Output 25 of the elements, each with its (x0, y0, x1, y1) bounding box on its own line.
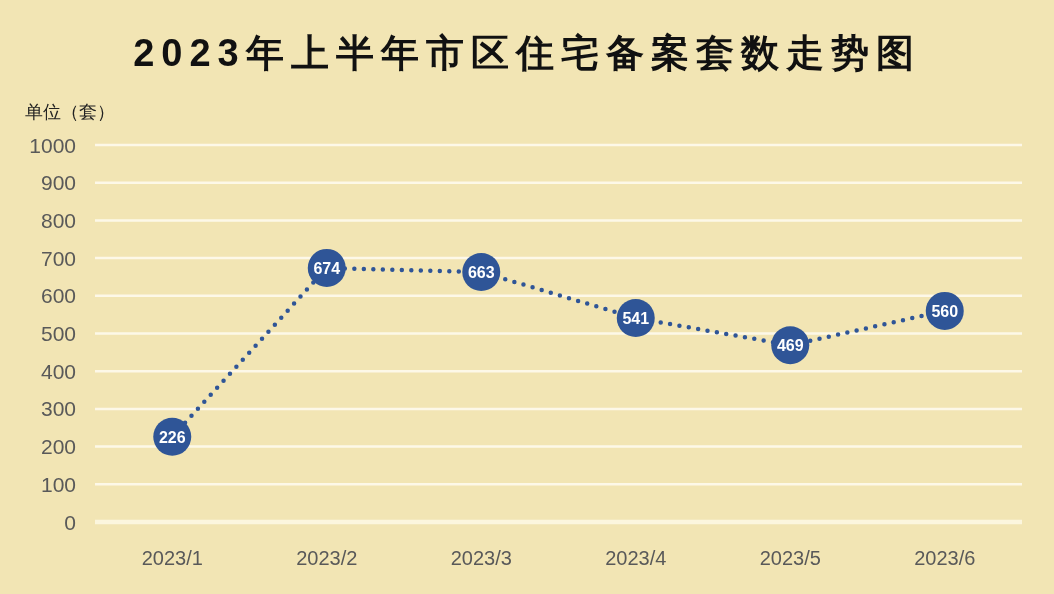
y-tick-label: 1000 (29, 133, 76, 157)
y-tick-label: 800 (40, 208, 76, 232)
y-tick-label: 900 (40, 171, 76, 195)
data-label: 541 (622, 309, 650, 327)
data-label: 226 (158, 428, 186, 446)
y-tick-label: 600 (40, 284, 76, 308)
x-tick-label: 2023/6 (914, 547, 976, 569)
x-tick-label: 2023/5 (759, 547, 821, 569)
y-tick-label: 200 (40, 435, 76, 459)
x-tick-label: 2023/1 (141, 547, 203, 569)
y-tick-label: 400 (40, 359, 76, 383)
data-label: 469 (776, 336, 804, 354)
y-tick-label: 100 (40, 472, 76, 496)
data-label: 560 (931, 302, 959, 320)
chart-title: 2023年上半年市区住宅备案套数走势图 (133, 32, 921, 74)
x-tick-label: 2023/4 (605, 547, 667, 569)
y-tick-label: 300 (40, 397, 76, 421)
x-tick-label: 2023/2 (296, 547, 358, 569)
data-label: 674 (313, 259, 341, 277)
data-label: 663 (467, 263, 495, 281)
x-tick-label: 2023/3 (450, 547, 512, 569)
y-tick-label: 500 (40, 322, 76, 346)
y-axis-title: 单位（套） (25, 102, 115, 122)
y-tick-label: 700 (40, 246, 76, 270)
y-tick-label: 0 (64, 510, 76, 534)
